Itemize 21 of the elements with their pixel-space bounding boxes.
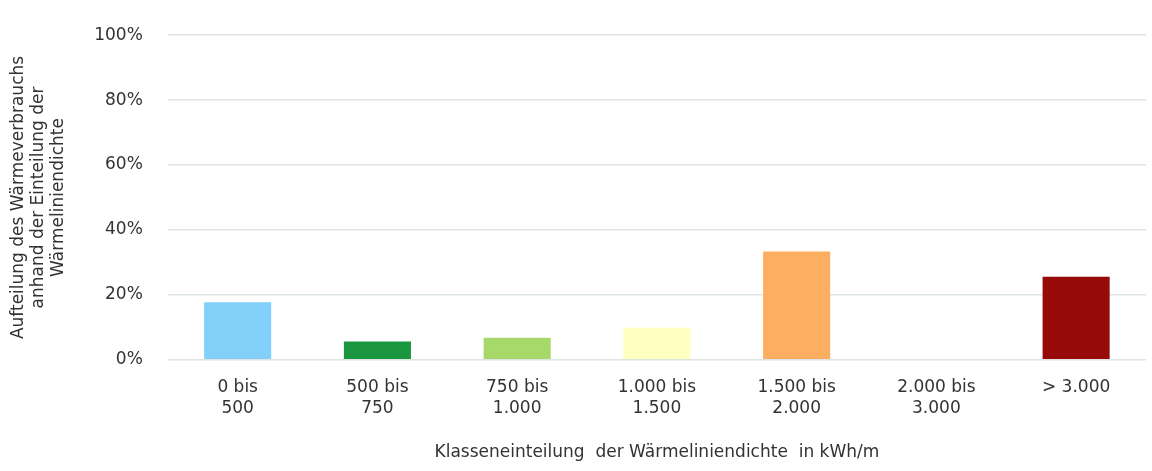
bar: [343, 341, 411, 360]
x-tick-label: 0 bis 500: [217, 376, 259, 417]
y-tick-label: 20%: [105, 283, 143, 304]
bar: [483, 337, 551, 360]
x-tick-label: > 3.000: [1041, 376, 1111, 397]
x-tick-label: 750 bis 1.000: [486, 376, 549, 417]
x-tick-label: 2.000 bis 3.000: [897, 376, 976, 417]
bar: [1042, 276, 1110, 360]
x-tick-label: 1.000 bis 1.500: [617, 376, 697, 417]
bar: [763, 251, 831, 360]
y-tick-label: 100%: [94, 23, 143, 44]
y-tick-label: 0%: [115, 348, 143, 369]
y-axis-title: Aufteilung des Wärmeverbrauchs anhand der Einteilung der Wärmeliniendichte: [6, 55, 68, 340]
x-tick-label: 1.500 bis 2.000: [757, 376, 836, 417]
y-tick-label: 60%: [105, 153, 143, 174]
bar: [204, 302, 272, 360]
y-tick-label: 80%: [105, 88, 143, 109]
x-axis-title: Klasseneinteilung der Wärmeliniendichte in kWh/m: [434, 441, 880, 462]
x-tick-label: 500 bis 750: [346, 376, 409, 417]
bar: [623, 327, 691, 360]
y-tick-label: 40%: [105, 218, 143, 239]
